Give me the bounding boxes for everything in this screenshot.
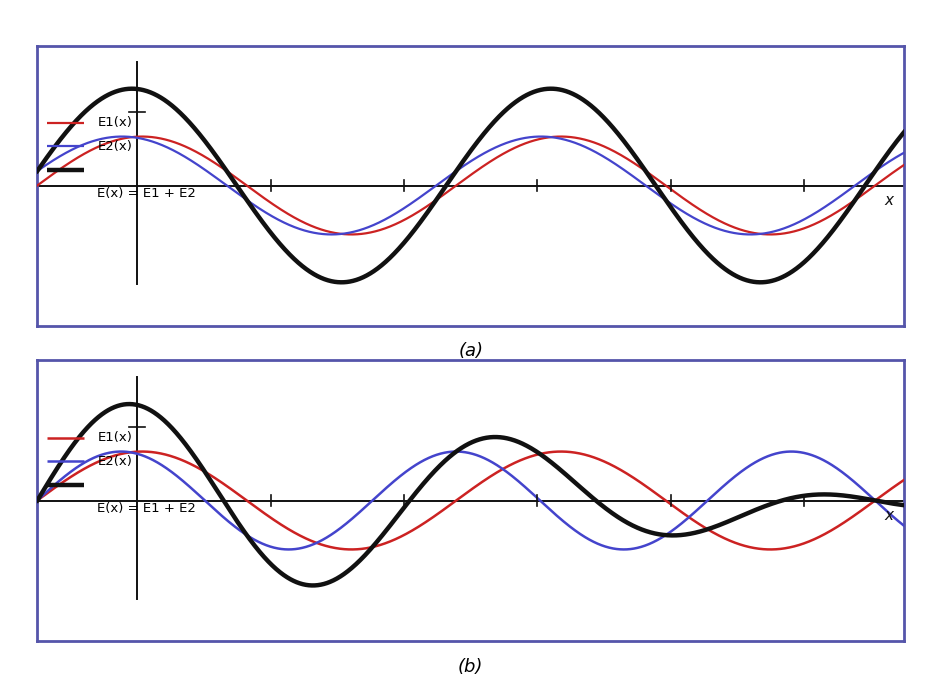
Text: E(x) = E1 + E2: E(x) = E1 + E2 — [97, 503, 196, 515]
Text: E2(x): E2(x) — [97, 140, 132, 153]
Text: (b): (b) — [458, 658, 484, 676]
Text: x: x — [884, 508, 893, 523]
Text: E1(x): E1(x) — [97, 116, 132, 129]
Text: E1(x): E1(x) — [97, 431, 132, 444]
Text: (a): (a) — [459, 342, 483, 360]
Text: E(x) = E1 + E2: E(x) = E1 + E2 — [97, 188, 196, 200]
Text: E2(x): E2(x) — [97, 455, 132, 468]
Text: x: x — [884, 193, 893, 208]
